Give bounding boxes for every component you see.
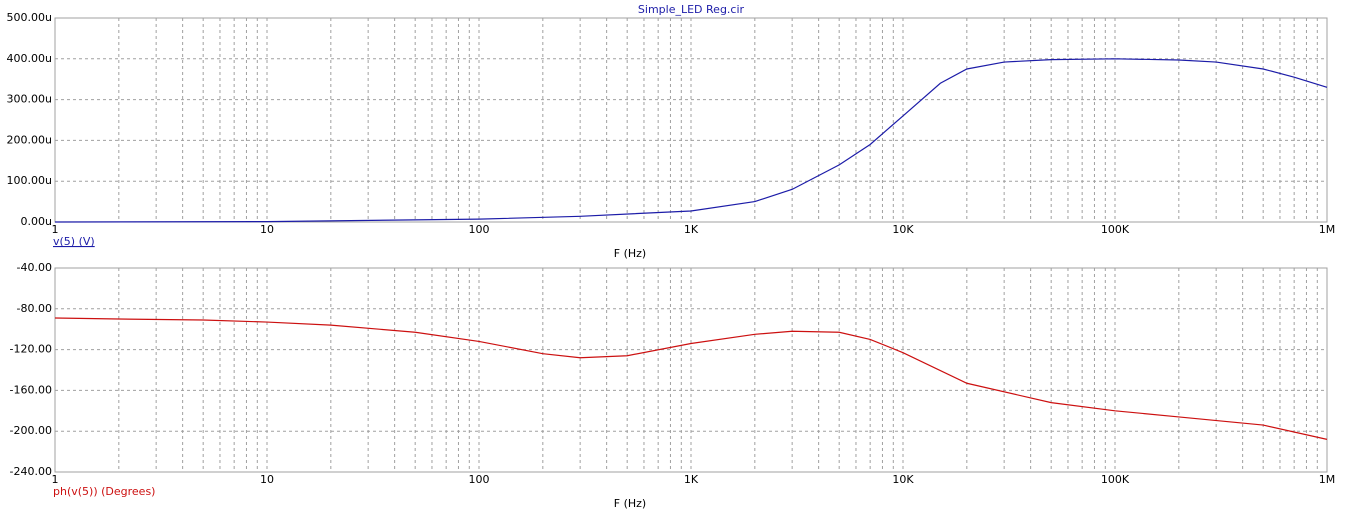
legend-label: v(5) (V) bbox=[53, 235, 95, 248]
x-tick-label: 10 bbox=[260, 473, 274, 486]
x-tick-label: 10 bbox=[260, 223, 274, 236]
y-tick-label: -240.00 bbox=[10, 465, 52, 478]
data-line bbox=[54, 58, 1328, 223]
x-axis-label: F (Hz) bbox=[614, 247, 646, 260]
y-tick-label: 500.00u bbox=[7, 11, 52, 24]
x-tick-label: 10K bbox=[892, 223, 914, 236]
x-tick-label: 1 bbox=[52, 473, 59, 486]
x-axis-label: F (Hz) bbox=[614, 497, 646, 510]
x-tick-label: 1K bbox=[684, 223, 699, 236]
y-tick-label: 400.00u bbox=[7, 52, 52, 65]
legend-label: ph(v(5)) (Degrees) bbox=[53, 485, 155, 498]
x-tick-label: 1K bbox=[684, 473, 699, 486]
x-tick-label: 100K bbox=[1101, 473, 1130, 486]
data-line bbox=[54, 317, 1328, 440]
y-tick-label: -160.00 bbox=[10, 383, 52, 396]
y-tick-label: -40.00 bbox=[17, 261, 52, 274]
y-tick-label: 300.00u bbox=[7, 93, 52, 106]
x-tick-label: 1M bbox=[1319, 473, 1336, 486]
y-tick-label: 100.00u bbox=[7, 174, 52, 187]
y-tick-label: -120.00 bbox=[10, 343, 52, 356]
chart-title: Simple_LED Reg.cir bbox=[638, 3, 745, 16]
x-tick-label: 1 bbox=[52, 223, 59, 236]
y-tick-label: -200.00 bbox=[10, 424, 52, 437]
x-tick-label: 100K bbox=[1101, 223, 1130, 236]
y-tick-label: 200.00u bbox=[7, 133, 52, 146]
x-tick-label: 10K bbox=[892, 473, 914, 486]
y-tick-label: -80.00 bbox=[17, 302, 52, 315]
x-tick-label: 100 bbox=[469, 223, 490, 236]
y-tick-label: 0.00u bbox=[21, 215, 52, 228]
x-tick-label: 1M bbox=[1319, 223, 1336, 236]
x-tick-label: 100 bbox=[469, 473, 490, 486]
